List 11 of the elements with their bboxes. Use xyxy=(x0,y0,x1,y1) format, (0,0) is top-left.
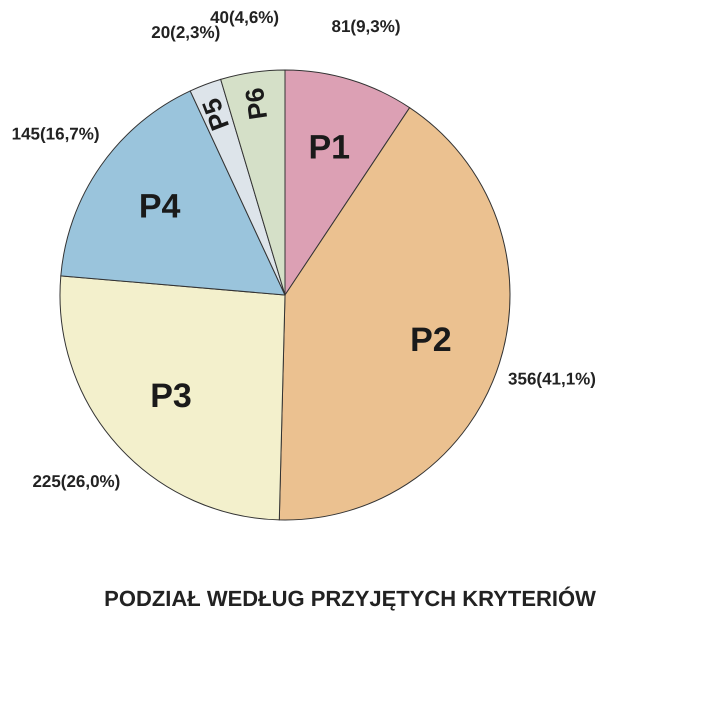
slice-label: P6 xyxy=(238,86,274,122)
slice-label: P5 xyxy=(196,94,236,135)
slice-label: P2 xyxy=(410,321,452,360)
slice-label: P1 xyxy=(308,128,350,167)
slice-label: P4 xyxy=(138,187,181,226)
text: PODZIAŁ WEDŁUG PRZYJĘTYCH KRYTERIÓW xyxy=(104,586,596,611)
data-label: 145(16,7%) xyxy=(12,124,100,144)
data-label: 356(41,1%) xyxy=(508,369,596,388)
slice-label: P3 xyxy=(150,377,192,416)
data-label: 225(26,0%) xyxy=(32,472,120,491)
data-label: 81(9,3%) xyxy=(332,16,400,36)
